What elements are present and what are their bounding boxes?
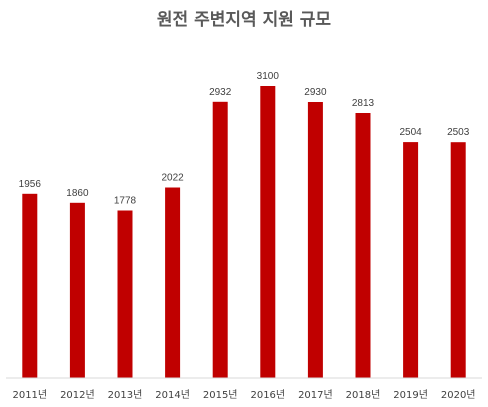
x-tick-2017년: 2017년	[298, 389, 333, 401]
x-tick-2015년: 2015년	[203, 389, 238, 401]
bar-2017년	[307, 102, 323, 378]
bar-2013년	[117, 210, 133, 378]
x-tick-2012년: 2012년	[60, 389, 95, 401]
x-tick-2011년: 2011년	[12, 389, 47, 401]
data-label-2011년: 1956	[19, 179, 42, 190]
x-tick-labels-group: 2011년 2012년 2013년 2014년 2015년 2016년 2017년 2018년…	[12, 389, 475, 401]
x-tick-2014년: 2014년	[155, 389, 190, 401]
bar-2014년	[165, 187, 181, 378]
data-label-2015년: 2932	[209, 87, 232, 98]
bar-2016년	[260, 86, 276, 378]
chart-title: 원전 주변지역 지원 규모	[157, 10, 332, 30]
data-label-2018년: 2813	[352, 98, 375, 109]
bar-2018년	[355, 113, 371, 378]
x-tick-2018년: 2018년	[346, 389, 381, 401]
data-label-2012년: 1860	[66, 188, 89, 199]
data-label-2020년: 2503	[447, 127, 470, 138]
data-label-2013년: 1778	[114, 196, 137, 207]
bar-2015년	[212, 101, 228, 379]
data-label-2016년: 3100	[257, 71, 280, 82]
data-label-2017년: 2930	[304, 87, 327, 98]
bars-group	[22, 86, 466, 379]
bar-2020년	[450, 142, 466, 378]
x-tick-2013년: 2013년	[108, 389, 143, 401]
bar-2011년	[22, 193, 38, 378]
x-tick-2020년: 2020년	[441, 389, 476, 401]
bar-2012년	[69, 202, 85, 378]
data-labels-group: 1956 1860 1778 2022 2932 3100 2930 2813 2504 2503	[19, 71, 470, 207]
data-label-2014년: 2022	[161, 173, 184, 184]
data-label-2019년: 2504	[399, 127, 422, 138]
x-tick-2019년: 2019년	[393, 389, 428, 401]
bar-2019년	[403, 142, 419, 378]
x-tick-2016년: 2016년	[250, 389, 285, 401]
